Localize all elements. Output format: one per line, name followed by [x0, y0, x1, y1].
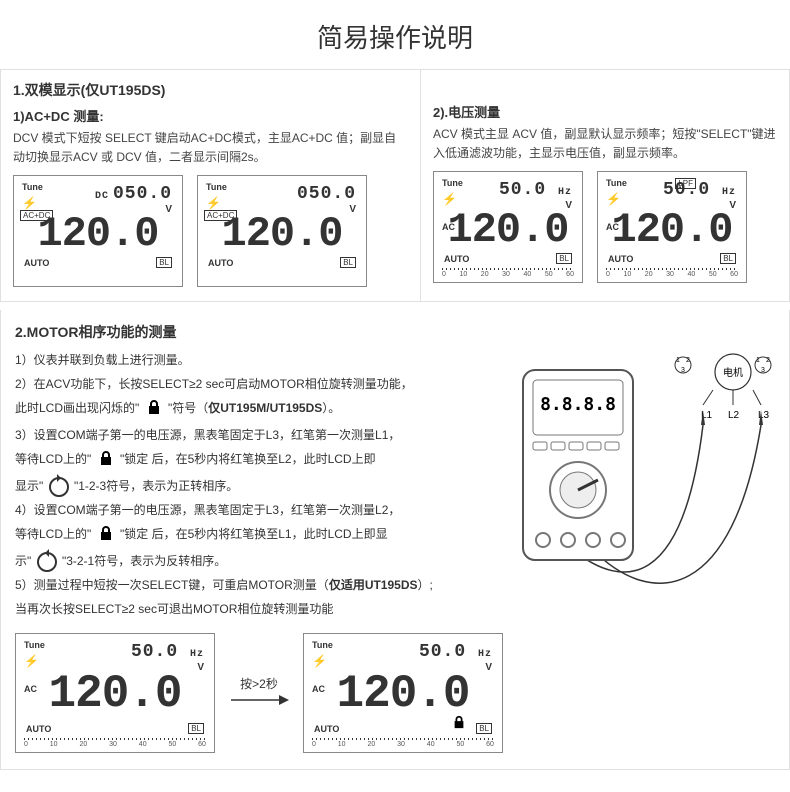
lcd-display-b: Tune ⚡ AC+DC 050.0 V 120.0 AUTO BL	[197, 175, 367, 287]
lcd-main-b: 120.0	[198, 210, 366, 258]
step-3b: 等待LCD上的" "锁定 后，在5秒内将红笔换至L2，此时LCD上即	[15, 447, 495, 474]
lcd-tune: Tune	[22, 182, 43, 192]
bolt-icon: ⚡	[206, 196, 221, 210]
lcd-bl-e: BL	[188, 723, 204, 734]
lcd-bl-d: BL	[720, 253, 736, 264]
lock-icon	[146, 399, 162, 423]
bolt-icon: ⚡	[22, 196, 37, 210]
lcd-sub-e: 50.0 Hz	[131, 642, 204, 662]
lcd-row-2: Tune ⚡ AC 50.0 Hz V 120.0 AUTO BL 010203…	[433, 171, 777, 283]
lcd-tune: Tune	[442, 178, 463, 188]
section-1-right: 2).电压测量 ACV 模式主显 ACV 值，副显默认显示频率；短按"SELEC…	[420, 70, 790, 302]
step-5a: 5）测量过程中短按一次SELECT键，可重启MOTOR测量（仅适用UT195DS…	[15, 573, 495, 597]
section-1-row: 1.双模显示(仅UT195DS) 1)AC+DC 测量: DCV 模式下短按 S…	[0, 69, 790, 302]
motor-label: 电机	[723, 366, 743, 379]
lcd-bl-f: BL	[476, 723, 492, 734]
lcd-auto-c: AUTO	[444, 254, 469, 264]
lcd-bl-a: BL	[156, 257, 172, 268]
bolt-icon: ⚡	[606, 192, 621, 206]
step-3c: 显示" "1-2-3符号，表示为正转相序。	[15, 474, 495, 498]
lcd-main-d: 120.0	[598, 206, 746, 254]
lcd-display-a: Tune ⚡ AC+DC DC050.0 V 120.0 AUTO BL	[13, 175, 183, 287]
svg-text:L3: L3	[758, 410, 770, 421]
voltage-text: ACV 模式主显 ACV 值，副显默认显示频率；短按"SELECT"键进入低通滤…	[433, 125, 777, 163]
step-2b: 此时LCD画出现闪烁的" "符号（仅UT195M/UT195DS）。	[15, 396, 495, 423]
rotation-cw-icon	[49, 477, 69, 497]
svg-text:L2: L2	[728, 410, 740, 421]
lcd-tune: Tune	[24, 640, 45, 650]
svg-text:1: 1	[756, 357, 760, 364]
page-title: 简易操作说明	[0, 18, 790, 55]
lcd-main-f: 120.0	[304, 668, 502, 720]
section-1-heading: 1.双模显示(仅UT195DS)	[13, 80, 408, 100]
lock-icon	[452, 715, 466, 734]
step-1: 1）仪表并联到负载上进行测量。	[15, 348, 495, 372]
section-1-left: 1.双模显示(仅UT195DS) 1)AC+DC 测量: DCV 模式下短按 S…	[0, 70, 420, 302]
subheading-acdc: 1)AC+DC 测量:	[13, 106, 408, 125]
step-4a: 4）设置COM端子第一的电压源，黑表笔固定于L3，红笔第一次测量L2，	[15, 498, 495, 522]
lcd-bargraph: 0102030405060	[606, 268, 738, 278]
lcd-sub-a: DC050.0	[95, 184, 172, 204]
lcd-sub-d: 50.0 Hz	[663, 180, 736, 200]
step-4b: 等待LCD上的" "锁定 后，在5秒内将红笔换至L1，此时LCD上即显	[15, 522, 495, 549]
acdc-text: DCV 模式下短按 SELECT 键启动AC+DC模式，主显AC+DC 值；副显…	[13, 129, 408, 167]
page: 简易操作说明 1.双模显示(仅UT195DS) 1)AC+DC 测量: DCV …	[0, 18, 790, 770]
lock-icon	[98, 525, 114, 549]
lcd-auto-a: AUTO	[24, 258, 49, 268]
section-2: 2.MOTOR相序功能的测量 1）仪表并联到负载上进行测量。 2）在ACV功能下…	[0, 310, 790, 770]
svg-text:2: 2	[686, 357, 690, 364]
bottom-lcd-row: Tune ⚡ AC 50.0 Hz V 120.0 AUTO BL 010203…	[15, 633, 775, 753]
lcd-auto-d: AUTO	[608, 254, 633, 264]
lcd-tune: Tune	[606, 178, 627, 188]
lcd-main-c: 120.0	[434, 206, 582, 254]
lcd-tune: Tune	[206, 182, 227, 192]
bolt-icon: ⚡	[442, 192, 457, 206]
lcd-bargraph: 0102030405060	[442, 268, 574, 278]
lcd-sub-b: 050.0	[297, 184, 356, 204]
step-2a: 2）在ACV功能下，长按SELECT≥2 sec可启动MOTOR相位旋转测量功能…	[15, 372, 495, 396]
svg-text:8.8.8.8: 8.8.8.8	[540, 394, 616, 415]
lcd-row-1: Tune ⚡ AC+DC DC050.0 V 120.0 AUTO BL Tun…	[13, 175, 408, 287]
svg-text:2: 2	[766, 357, 770, 364]
lcd-display-e: Tune ⚡ AC 50.0 Hz V 120.0 AUTO BL 010203…	[15, 633, 215, 753]
svg-text:1: 1	[676, 357, 680, 364]
step-3a: 3）设置COM端子第一的电压源，黑表笔固定于L3，红笔第一次测量L1，	[15, 423, 495, 447]
section-2-heading: 2.MOTOR相序功能的测量	[15, 322, 775, 342]
lcd-auto-e: AUTO	[26, 724, 51, 734]
bolt-icon: ⚡	[312, 654, 327, 668]
subheading-voltage: 2).电压测量	[433, 102, 777, 121]
lcd-tune: Tune	[312, 640, 333, 650]
section-2-steps: 1）仪表并联到负载上进行测量。 2）在ACV功能下，长按SELECT≥2 sec…	[15, 348, 495, 621]
lcd-bargraph: 0102030405060	[312, 738, 494, 748]
multimeter-motor-diagram: 电机 123 123 L1 L2 L3	[503, 350, 773, 600]
lcd-auto-b: AUTO	[208, 258, 233, 268]
arrow-hold-2s: 按>2秒	[229, 675, 289, 711]
lcd-display-c: Tune ⚡ AC 50.0 Hz V 120.0 AUTO BL 010203…	[433, 171, 583, 283]
svg-text:3: 3	[681, 367, 685, 374]
lcd-sub-c: 50.0 Hz	[499, 180, 572, 200]
lcd-auto-f: AUTO	[314, 724, 339, 734]
lcd-bargraph: 0102030405060	[24, 738, 206, 748]
arrow-right-icon	[229, 692, 289, 708]
arrow-label: 按>2秒	[229, 675, 289, 692]
lcd-bl-c: BL	[556, 253, 572, 264]
lock-icon	[98, 450, 114, 474]
lcd-main-e: 120.0	[16, 668, 214, 720]
svg-text:3: 3	[761, 367, 765, 374]
lcd-display-d: Tune ⚡ AC LPF 50.0 Hz V 120.0 AUTO BL 01…	[597, 171, 747, 283]
rotation-ccw-icon	[37, 552, 57, 572]
lcd-bl-b: BL	[340, 257, 356, 268]
bolt-icon: ⚡	[24, 654, 39, 668]
lcd-sub-f: 50.0 Hz	[419, 642, 492, 662]
lcd-display-f: Tune ⚡ AC 50.0 Hz V 120.0 AUTO BL 010203…	[303, 633, 503, 753]
lcd-main-a: 120.0	[14, 210, 182, 258]
step-5b: 当再次长按SELECT≥2 sec可退出MOTOR相位旋转测量功能	[15, 597, 495, 621]
step-4c: 示" "3-2-1符号，表示为反转相序。	[15, 549, 495, 573]
